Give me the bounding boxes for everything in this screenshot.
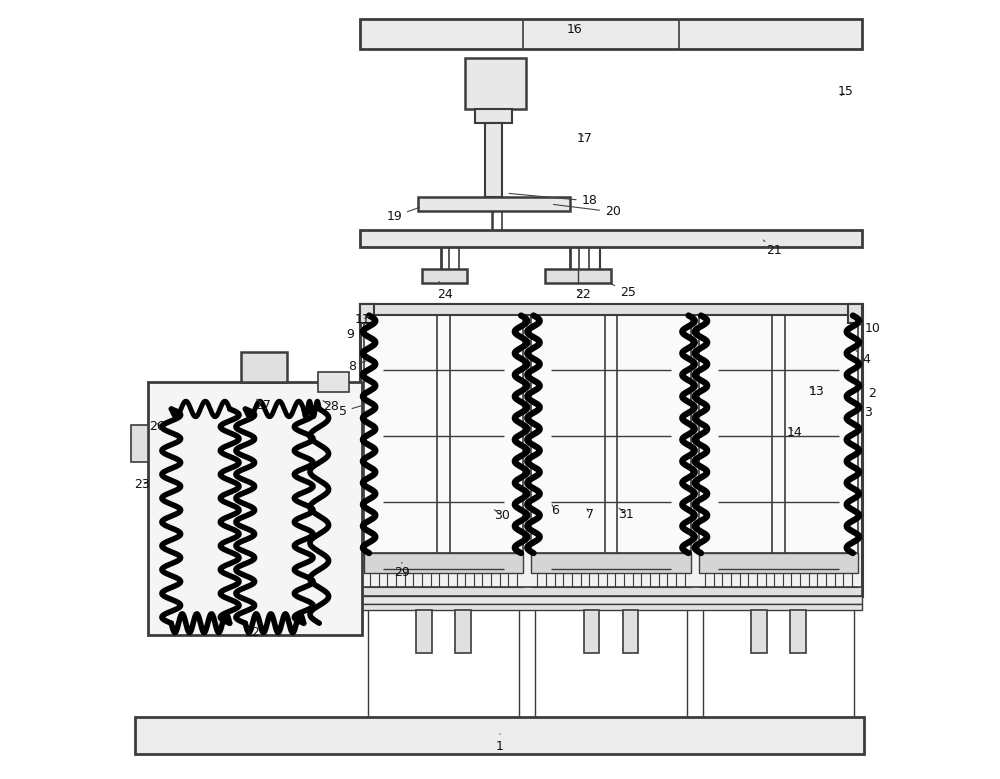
Text: 17: 17 bbox=[576, 132, 592, 145]
Text: 27: 27 bbox=[255, 399, 271, 411]
Bar bbox=[699, 315, 858, 553]
Bar bbox=[360, 604, 862, 610]
Bar bbox=[455, 610, 471, 653]
Text: 5: 5 bbox=[339, 405, 361, 418]
Bar bbox=[360, 230, 862, 247]
Text: 25: 25 bbox=[612, 284, 636, 298]
Text: 22: 22 bbox=[575, 288, 591, 301]
Text: 13: 13 bbox=[808, 385, 824, 397]
Text: 14: 14 bbox=[787, 426, 802, 439]
Bar bbox=[318, 372, 349, 392]
Bar bbox=[848, 304, 862, 323]
Text: 31: 31 bbox=[618, 508, 634, 520]
Bar bbox=[360, 587, 862, 596]
Text: 28: 28 bbox=[323, 400, 339, 413]
Text: 11: 11 bbox=[354, 313, 370, 326]
Text: 23: 23 bbox=[134, 478, 150, 491]
Bar bbox=[531, 553, 691, 573]
Bar bbox=[148, 382, 362, 635]
Text: 29: 29 bbox=[394, 562, 410, 579]
Text: 15: 15 bbox=[838, 86, 854, 98]
Text: 7: 7 bbox=[586, 508, 594, 520]
Bar bbox=[485, 123, 502, 197]
Bar bbox=[364, 315, 523, 553]
Text: 26: 26 bbox=[149, 421, 165, 433]
Bar bbox=[360, 19, 862, 49]
Text: 24: 24 bbox=[438, 281, 453, 301]
Bar bbox=[364, 553, 523, 573]
Bar bbox=[475, 109, 512, 123]
Bar bbox=[135, 717, 864, 754]
Text: 30: 30 bbox=[494, 509, 509, 522]
Text: 18: 18 bbox=[509, 193, 598, 207]
Bar bbox=[360, 596, 862, 604]
Bar bbox=[416, 610, 432, 653]
Bar bbox=[465, 58, 526, 109]
Bar bbox=[418, 197, 570, 211]
Bar bbox=[531, 315, 691, 553]
Bar bbox=[545, 269, 611, 283]
Text: 2: 2 bbox=[863, 384, 876, 400]
Bar bbox=[751, 610, 767, 653]
Bar bbox=[584, 610, 599, 653]
Text: 1: 1 bbox=[496, 734, 504, 753]
Text: 6: 6 bbox=[551, 504, 559, 516]
Bar bbox=[790, 610, 806, 653]
Bar bbox=[360, 304, 862, 315]
Text: 8: 8 bbox=[348, 360, 367, 372]
Text: 4: 4 bbox=[856, 351, 870, 366]
Bar bbox=[360, 304, 862, 596]
Text: 12: 12 bbox=[244, 623, 260, 639]
Bar bbox=[131, 425, 148, 462]
Text: 21: 21 bbox=[763, 240, 782, 257]
Text: 20: 20 bbox=[553, 204, 621, 218]
Bar bbox=[422, 269, 467, 283]
Text: 9: 9 bbox=[346, 327, 361, 341]
Text: 3: 3 bbox=[858, 407, 872, 419]
Text: 16: 16 bbox=[567, 23, 583, 36]
Bar bbox=[623, 610, 638, 653]
Text: 10: 10 bbox=[861, 323, 880, 335]
Bar bbox=[241, 352, 287, 382]
Text: 19: 19 bbox=[386, 207, 419, 223]
Bar bbox=[360, 304, 374, 323]
Bar bbox=[699, 553, 858, 573]
